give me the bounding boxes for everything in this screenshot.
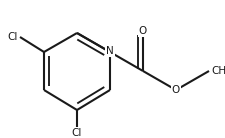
Text: Cl: Cl [72, 128, 82, 138]
Text: CH₃: CH₃ [210, 66, 225, 76]
Text: N: N [106, 46, 113, 56]
Text: Cl: Cl [8, 32, 18, 42]
Text: O: O [171, 85, 179, 95]
Text: O: O [138, 26, 146, 36]
